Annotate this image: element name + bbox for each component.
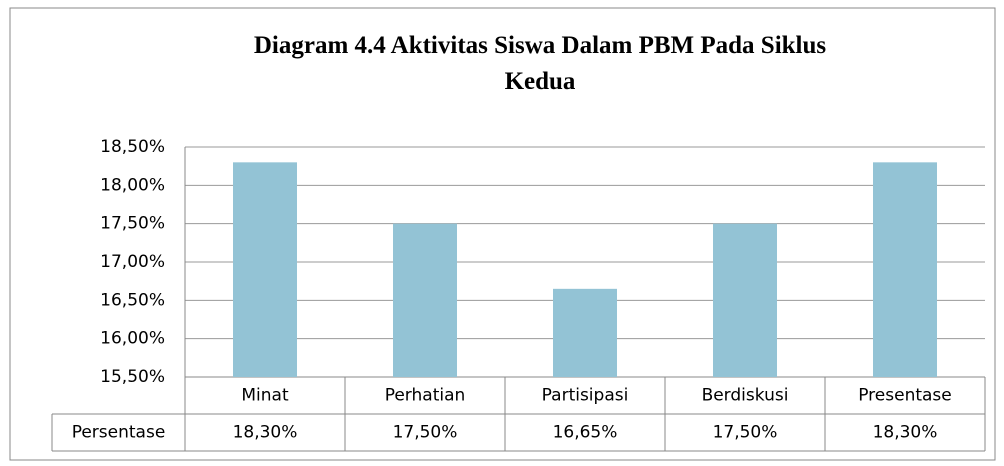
- y-tick-label: 16,00%: [100, 329, 165, 349]
- y-tick-label: 17,50%: [100, 214, 165, 234]
- x-tick-label: Berdiskusi: [702, 386, 789, 406]
- bar: [713, 223, 777, 377]
- bar: [393, 223, 457, 377]
- data-label: 16,65%: [553, 423, 618, 443]
- data-label: 17,50%: [713, 423, 778, 443]
- data-label: 17,50%: [393, 423, 458, 443]
- y-tick-label: 15,50%: [100, 367, 165, 387]
- chart-title: Diagram 4.4 Aktivitas Siswa Dalam PBM Pa…: [253, 32, 827, 95]
- y-tick-label: 18,50%: [100, 137, 165, 157]
- data-label: 18,30%: [873, 423, 938, 443]
- data-label: 18,30%: [233, 423, 298, 443]
- bar: [233, 162, 297, 377]
- bar: [553, 288, 617, 377]
- x-tick-label: Partisipasi: [542, 386, 629, 406]
- chart-border: [9, 7, 996, 461]
- bar: [873, 162, 937, 377]
- x-tick-label: Presentase: [858, 386, 952, 406]
- x-tick-label: Minat: [241, 386, 289, 406]
- y-tick-label: 18,00%: [100, 175, 165, 195]
- y-tick-label: 17,00%: [100, 252, 165, 272]
- y-tick-label: 16,50%: [100, 290, 165, 310]
- legend-label: Persentase: [72, 423, 166, 443]
- x-tick-label: Perhatian: [385, 386, 466, 406]
